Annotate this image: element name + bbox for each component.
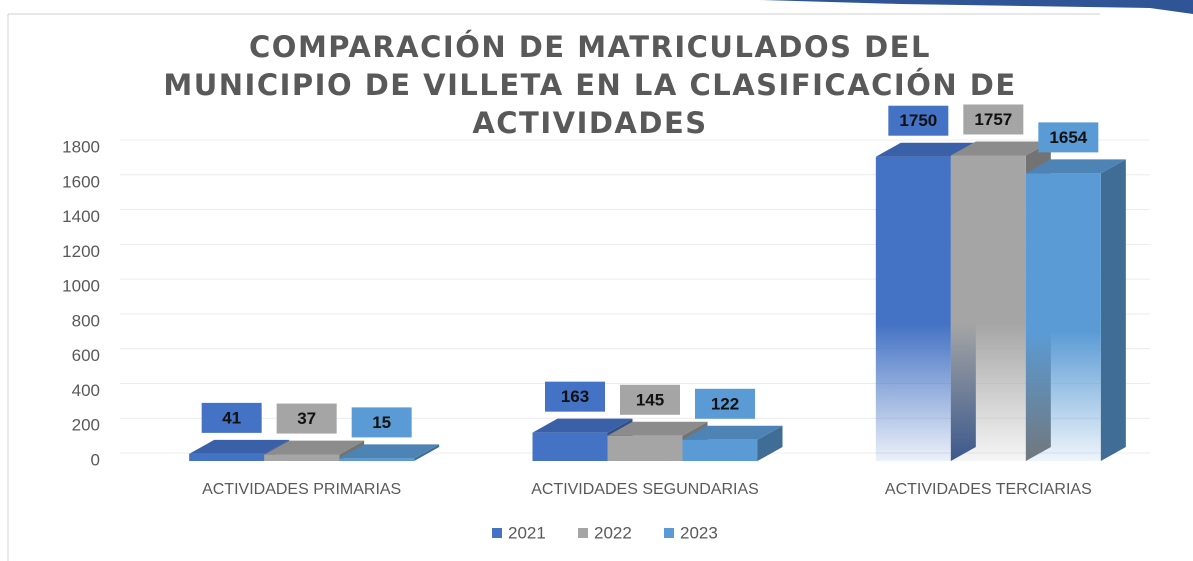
- bar: [339, 458, 415, 461]
- data-label-box: [620, 384, 680, 415]
- y-tick-label: 1000: [62, 277, 100, 296]
- data-label: 122: [711, 394, 739, 413]
- bar: [264, 454, 340, 461]
- bar: [1025, 173, 1101, 462]
- y-tick-label: 800: [72, 311, 100, 330]
- bar: [532, 432, 608, 461]
- chart-title: COMPARACIÓN DE MATRICULADOS DEL MUNICIPI…: [163, 30, 1017, 140]
- data-label: 1757: [974, 110, 1012, 129]
- decor-strip: [760, 0, 1193, 14]
- bar-side: [757, 425, 783, 461]
- legend-swatch: [664, 528, 674, 538]
- x-tick-label: ACTIVIDADES TERCIARIAS: [885, 481, 1092, 498]
- legend-label: 2021: [508, 523, 546, 542]
- legend-label: 2022: [594, 523, 632, 542]
- y-tick-label: 400: [72, 381, 100, 400]
- data-label-box: [695, 388, 755, 419]
- data-label-box: [351, 407, 412, 438]
- x-tick-label: ACTIVIDADES PRIMARIAS: [202, 481, 401, 498]
- legend-label: 2023: [680, 523, 718, 542]
- y-tick-label: 200: [72, 416, 100, 435]
- data-label: 163: [561, 387, 589, 406]
- data-label: 15: [372, 413, 391, 432]
- data-label: 1654: [1049, 128, 1087, 147]
- bar-top: [532, 418, 633, 433]
- y-tick-label: 1400: [62, 207, 100, 226]
- data-label: 41: [222, 408, 241, 427]
- data-label: 1750: [899, 111, 937, 130]
- bar-top: [607, 421, 708, 436]
- y-tick-label: 600: [72, 346, 100, 365]
- bar: [682, 439, 758, 461]
- y-tick-label: 1600: [62, 172, 100, 191]
- data-label-box: [276, 403, 337, 434]
- bar: [607, 435, 683, 461]
- bar-top: [875, 142, 976, 157]
- y-tick-label: 0: [91, 450, 100, 469]
- bar-top: [189, 439, 290, 454]
- bar-top: [1025, 159, 1126, 174]
- data-label: 37: [297, 409, 316, 428]
- x-tick-label: ACTIVIDADES SEGUNDARIAS: [531, 481, 759, 498]
- bar-side: [1100, 159, 1126, 462]
- bar: [189, 453, 265, 461]
- bar-top: [339, 444, 440, 459]
- bar-top: [264, 440, 365, 455]
- legend-swatch: [578, 528, 588, 538]
- data-label-box: [201, 402, 262, 433]
- data-label-box: [963, 104, 1024, 135]
- data-label-box: [888, 105, 949, 136]
- bar-top: [950, 141, 1051, 156]
- bar-top: [682, 425, 783, 440]
- legend-swatch: [492, 528, 502, 538]
- bar: [875, 156, 951, 461]
- y-tick-label: 1200: [62, 242, 100, 261]
- data-label: 145: [636, 390, 664, 409]
- bar: [950, 155, 1026, 461]
- data-label-box: [545, 381, 605, 412]
- y-tick-label: 1800: [62, 137, 100, 156]
- bar-side: [414, 444, 440, 461]
- data-label-box: [1038, 122, 1099, 153]
